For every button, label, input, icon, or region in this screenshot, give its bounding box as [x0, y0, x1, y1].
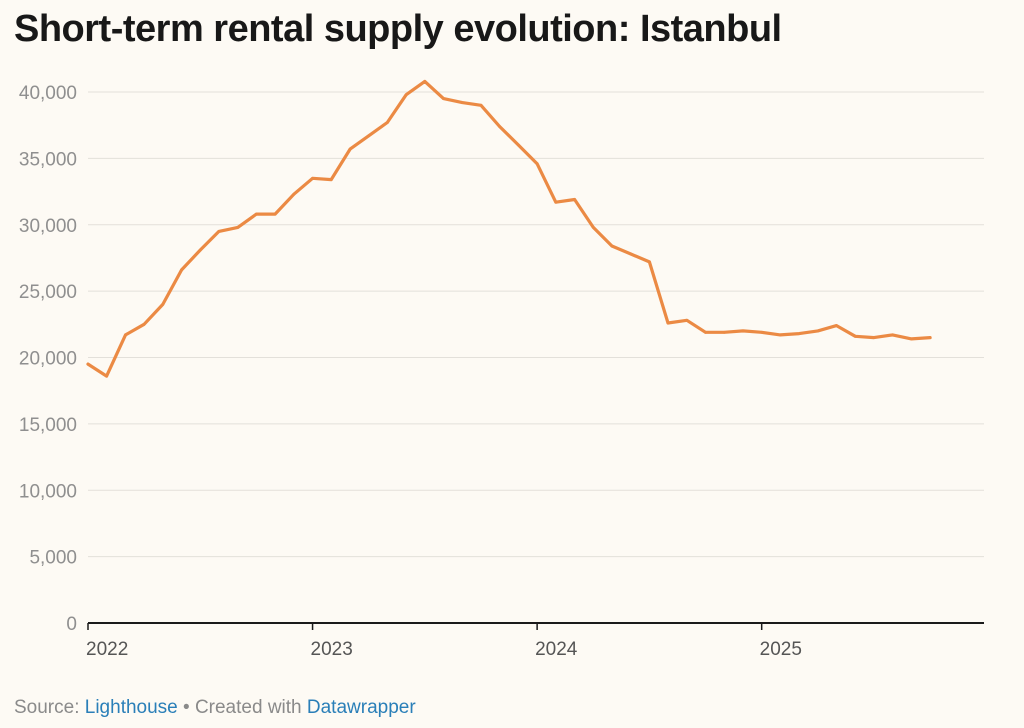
data-point — [835, 324, 838, 327]
data-point — [442, 97, 445, 100]
y-tick-label: 35,000 — [19, 149, 77, 170]
data-point — [891, 333, 894, 337]
source-label: Source: — [14, 697, 85, 718]
data-point — [423, 80, 427, 83]
data-point — [610, 244, 614, 248]
data-point — [872, 336, 876, 339]
data-point — [648, 260, 651, 264]
data-point — [910, 337, 913, 341]
data-point — [255, 212, 258, 216]
x-tick-label: 2022 — [86, 639, 128, 660]
data-point — [685, 318, 689, 322]
data-point — [86, 362, 90, 366]
x-tick-label: 2023 — [311, 639, 353, 660]
data-point — [311, 176, 314, 180]
data-point — [180, 268, 184, 272]
data-point — [853, 334, 857, 338]
data-point — [367, 134, 371, 138]
y-tick-label: 10,000 — [19, 481, 77, 502]
data-point — [573, 198, 576, 201]
chart-title: Short-term rental supply evolution: Ista… — [14, 8, 782, 50]
y-tick-label: 25,000 — [19, 282, 77, 303]
data-point — [666, 321, 670, 325]
x-tick-label: 2024 — [535, 639, 578, 660]
series-group — [86, 79, 932, 378]
y-tick-label: 5,000 — [29, 548, 77, 569]
x-axis: 2022 2023 2024 2025 — [86, 623, 802, 660]
data-point — [161, 303, 165, 306]
y-axis: 0 5,000 10,000 15,000 20,000 25,000 30,000 35,0… — [19, 83, 77, 635]
source-link[interactable]: Lighthouse — [84, 697, 178, 718]
data-point — [629, 252, 633, 256]
data-point — [385, 121, 389, 124]
footer: Source: Lighthouse • Created with Datawr… — [14, 697, 416, 719]
y-tick-label: 20,000 — [19, 349, 77, 370]
data-point — [591, 226, 595, 229]
gridlines — [88, 91, 984, 558]
data-point — [722, 330, 726, 334]
y-tick-label: 0 — [66, 614, 77, 635]
data-point — [517, 143, 520, 147]
y-tick-label: 40,000 — [19, 83, 77, 104]
data-point — [816, 329, 820, 333]
y-tick-label: 15,000 — [19, 415, 77, 436]
footer-separator: • Created with — [177, 697, 307, 718]
data-point — [778, 333, 782, 337]
data-point — [479, 103, 483, 107]
data-point — [760, 330, 764, 334]
y-tick-label: 30,000 — [19, 216, 77, 237]
x-tick-label: 2025 — [760, 639, 802, 660]
data-point — [797, 332, 801, 335]
data-point — [217, 230, 221, 233]
data-point — [105, 374, 108, 378]
series-line-0 — [86, 79, 932, 378]
data-point — [198, 248, 202, 252]
data-point — [292, 192, 296, 196]
data-point — [273, 212, 277, 216]
data-point — [928, 336, 932, 339]
data-point — [741, 329, 745, 333]
data-point — [460, 101, 464, 104]
data-point — [404, 93, 408, 97]
datawrapper-link[interactable]: Datawrapper — [306, 697, 416, 718]
data-point — [535, 162, 539, 166]
data-point — [142, 322, 146, 326]
data-point — [348, 147, 352, 151]
line-chart: 0 5,000 10,000 15,000 20,000 25,000 30,000 35,0… — [19, 79, 984, 660]
data-point — [329, 178, 333, 182]
data-point — [554, 200, 558, 204]
data-point — [704, 330, 707, 334]
data-point — [498, 125, 501, 128]
data-point — [236, 226, 240, 229]
data-point — [124, 333, 127, 337]
